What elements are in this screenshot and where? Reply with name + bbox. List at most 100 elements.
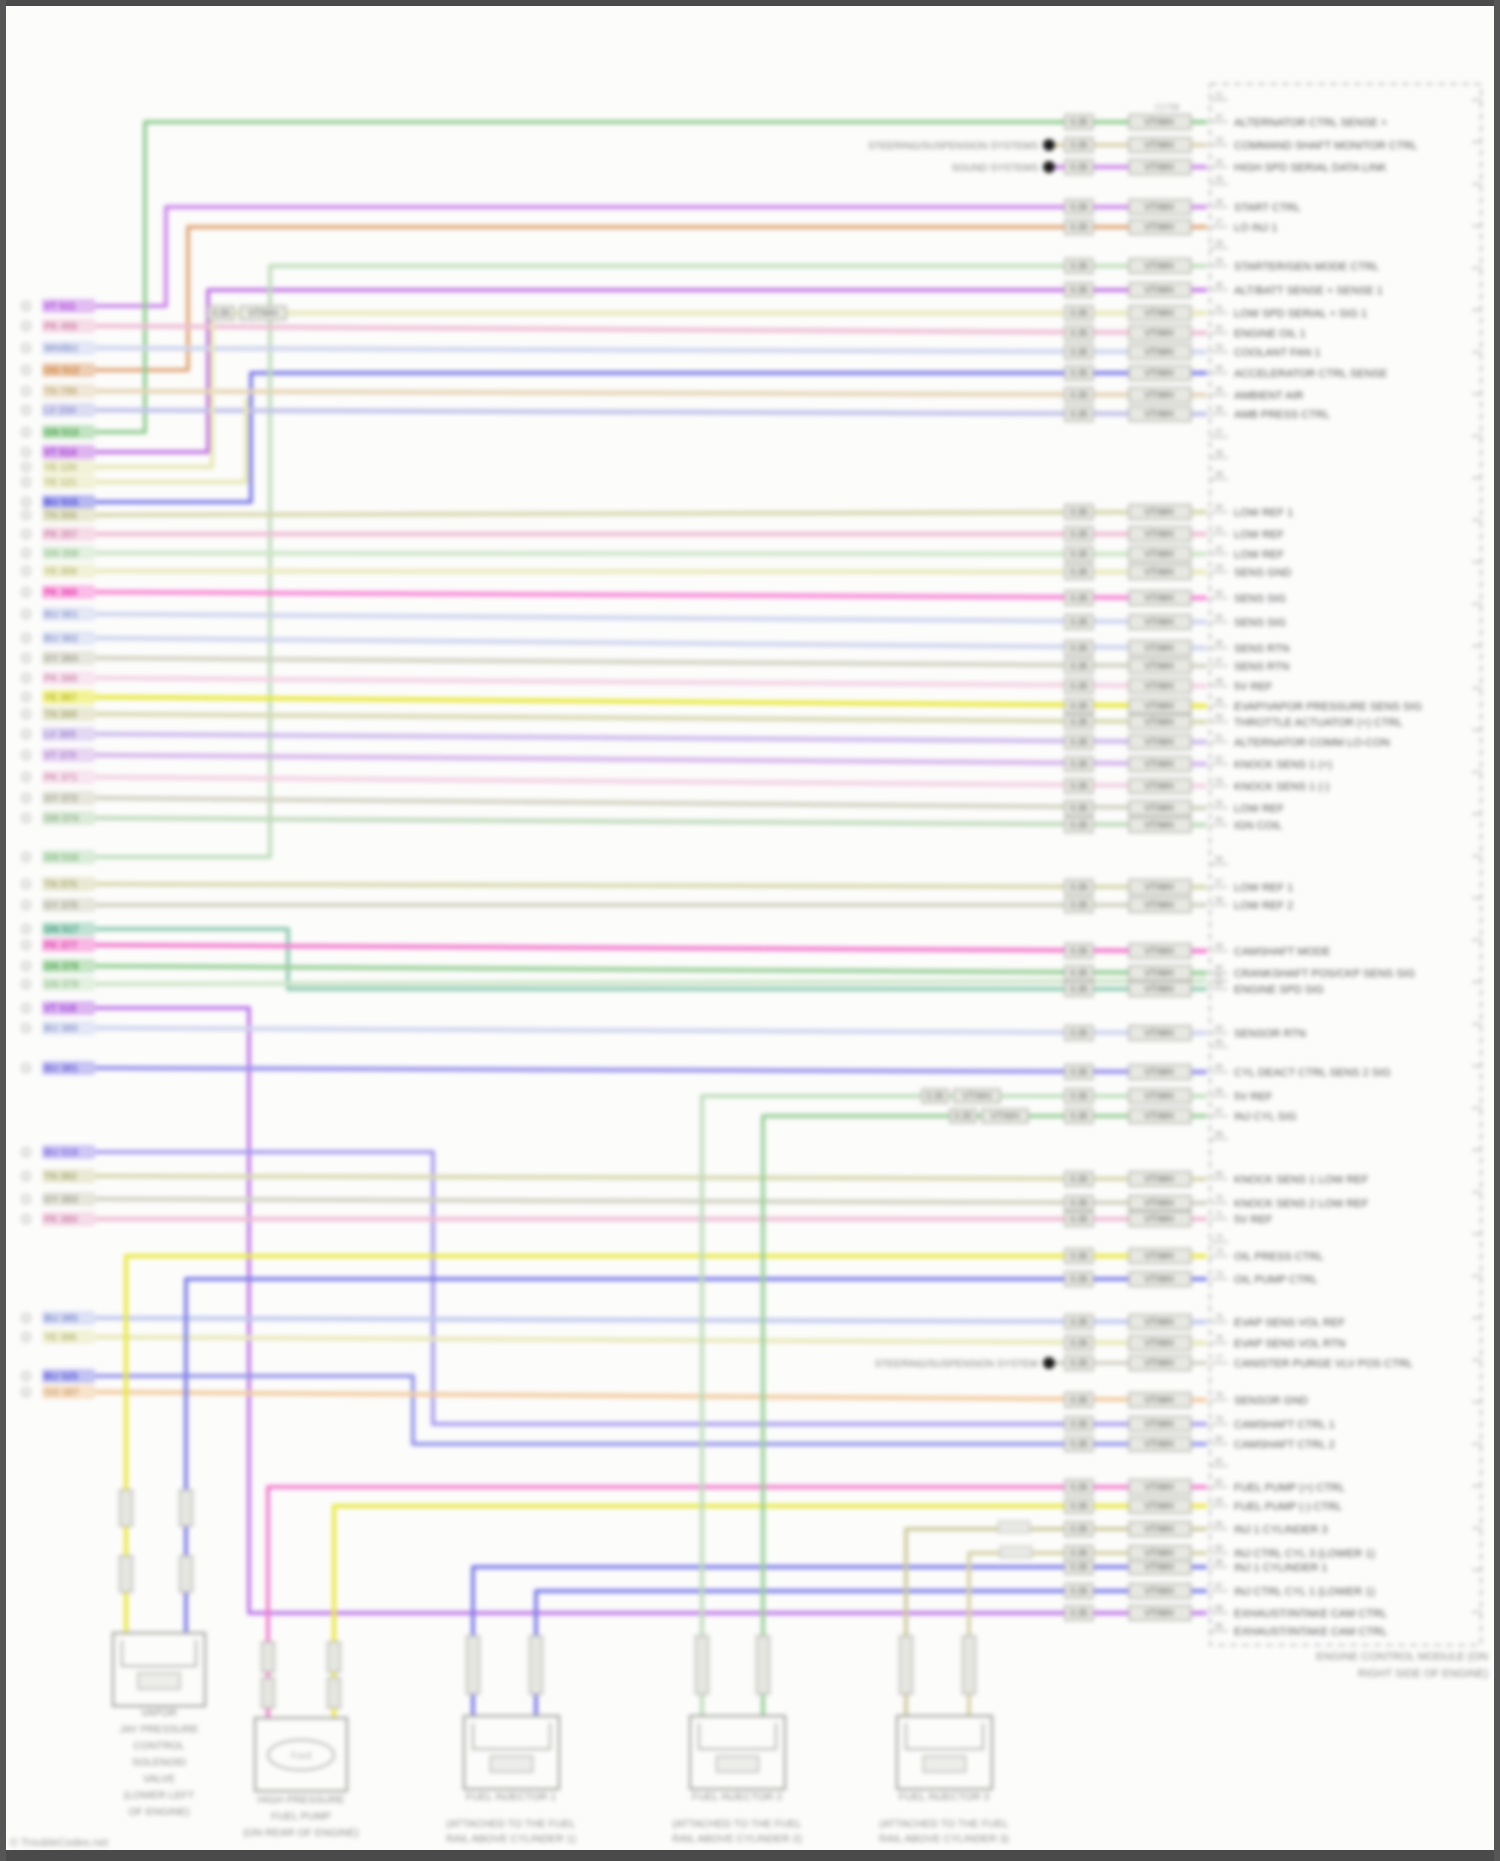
svg-text:BU 385: BU 385: [44, 1314, 78, 1325]
svg-text:72: 72: [1215, 1234, 1223, 1241]
svg-text:INJ 1 CYLINDER 1: INJ 1 CYLINDER 1: [1234, 1562, 1328, 1574]
svg-text:(ATTACHED TO THE FUEL: (ATTACHED TO THE FUEL: [446, 1818, 575, 1830]
svg-text:8: 8: [24, 347, 28, 353]
svg-text:GN 517: GN 517: [44, 925, 79, 936]
svg-text:VT/WH: VT/WH: [1145, 946, 1174, 956]
svg-text:FUEL PUMP (-) CTRL: FUEL PUMP (-) CTRL: [1234, 1501, 1342, 1513]
svg-text:PK 456: PK 456: [44, 322, 78, 333]
svg-text:FUEL INJECTOR 3: FUEL INJECTOR 3: [899, 1791, 990, 1803]
svg-text:FUEL PUMP: FUEL PUMP: [271, 1811, 331, 1823]
svg-text:8: 8: [24, 797, 28, 803]
svg-text:0.35: 0.35: [1070, 593, 1088, 603]
svg-text:KNOCK SENS 2 LOW REF: KNOCK SENS 2 LOW REF: [1234, 1198, 1369, 1210]
svg-text:INJ 1 CYLINDER 3: INJ 1 CYLINDER 3: [1234, 1524, 1328, 1536]
svg-text:(LOWER LEFT: (LOWER LEFT: [124, 1790, 195, 1802]
svg-text:SENS GND: SENS GND: [1234, 567, 1292, 579]
svg-text:VT/WH: VT/WH: [1145, 529, 1174, 539]
svg-text:SENS SIG: SENS SIG: [1234, 593, 1286, 605]
svg-text:52: 52: [1215, 756, 1223, 763]
svg-text:8: 8: [24, 613, 28, 619]
svg-text:32: 32: [1215, 325, 1223, 332]
svg-text:8: 8: [24, 305, 28, 311]
svg-text:YE 120: YE 120: [44, 463, 77, 474]
svg-text:VT/WH: VT/WH: [249, 308, 278, 318]
svg-text:8: 8: [24, 856, 28, 862]
svg-text:8: 8: [24, 325, 28, 331]
svg-text:0.35: 0.35: [1070, 946, 1088, 956]
svg-text:GN 379: GN 379: [44, 980, 79, 991]
svg-text:VAPOR: VAPOR: [141, 1707, 177, 1719]
svg-text:8: 8: [24, 1151, 28, 1157]
svg-text:VT/WH: VT/WH: [1145, 1067, 1174, 1077]
svg-text:INJ CTRL CYL 3 (LOWER 1): INJ CTRL CYL 3 (LOWER 1): [1234, 1548, 1375, 1560]
svg-text:30: 30: [1215, 282, 1223, 289]
svg-text:GN 378: GN 378: [44, 962, 79, 973]
svg-text:YE 359: YE 359: [44, 567, 77, 578]
svg-text:0.35: 0.35: [1070, 1562, 1088, 1572]
svg-text:65: 65: [1215, 1064, 1223, 1071]
svg-text:VT 370: VT 370: [44, 751, 77, 762]
svg-text:LOW REF: LOW REF: [1234, 529, 1284, 541]
svg-text:0.35: 0.35: [1070, 900, 1088, 910]
svg-text:84: 84: [1215, 1521, 1223, 1528]
svg-text:0.35: 0.35: [1070, 701, 1088, 711]
svg-text:63: 63: [1215, 1025, 1223, 1032]
svg-text:FUEL INJECTOR 1: FUEL INJECTOR 1: [466, 1791, 557, 1803]
svg-text:71: 71: [1215, 1211, 1223, 1218]
svg-text:GN 374: GN 374: [44, 814, 79, 825]
svg-text:0.35: 0.35: [1070, 567, 1088, 577]
svg-text:ALTERNATOR CTRL SENSE +: ALTERNATOR CTRL SENSE +: [1234, 117, 1387, 129]
svg-text:VT/WH: VT/WH: [1145, 820, 1174, 830]
svg-text:VT/WH: VT/WH: [1145, 1562, 1174, 1572]
svg-text:5V REF: 5V REF: [1234, 1214, 1273, 1226]
svg-text:29: 29: [1215, 258, 1223, 265]
svg-text:EXHAUST/INTAKE CAM CTRL: EXHAUST/INTAKE CAM CTRL: [1234, 1608, 1387, 1620]
svg-text:58: 58: [1215, 897, 1223, 904]
svg-text:82: 82: [1215, 1479, 1223, 1486]
svg-text:VT/WH: VT/WH: [1145, 617, 1174, 627]
svg-text:8: 8: [24, 466, 28, 472]
svg-text:SENSOR GND: SENSOR GND: [1234, 1395, 1308, 1407]
svg-text:0.35: 0.35: [1070, 820, 1088, 830]
svg-text:62: 62: [1215, 981, 1223, 988]
svg-text:0.35: 0.35: [1070, 549, 1088, 559]
svg-text:VT/WH: VT/WH: [1145, 1174, 1174, 1184]
svg-text:ALTERNATOR COMM LO-CON: ALTERNATOR COMM LO-CON: [1234, 737, 1390, 749]
svg-text:CANISTER PURGE VLV POS CTRL: CANISTER PURGE VLV POS CTRL: [1234, 1358, 1413, 1370]
svg-text:CONTROL: CONTROL: [133, 1740, 184, 1752]
svg-text:VT/WH: VT/WH: [1145, 803, 1174, 813]
svg-text:EXHAUST/INTAKE CAM CTRL: EXHAUST/INTAKE CAM CTRL: [1234, 1626, 1387, 1638]
svg-text:0.35: 0.35: [954, 1111, 972, 1121]
svg-text:54: 54: [1215, 800, 1223, 807]
svg-text:78: 78: [1215, 1392, 1223, 1399]
svg-text:55: 55: [1215, 817, 1223, 824]
svg-text:VT/WH: VT/WH: [1145, 681, 1174, 691]
svg-text:GY 364: GY 364: [44, 654, 78, 665]
svg-text:39: 39: [1215, 471, 1223, 478]
svg-text:0.35: 0.35: [1070, 968, 1088, 978]
svg-text:VT/WH: VT/WH: [1145, 1214, 1174, 1224]
svg-text:89: 89: [1215, 1623, 1223, 1630]
svg-text:VT/WH: VT/WH: [1145, 1548, 1174, 1558]
svg-text:68: 68: [1215, 1131, 1223, 1138]
svg-text:0.35: 0.35: [1070, 328, 1088, 338]
svg-text:8: 8: [24, 883, 28, 889]
svg-text:8: 8: [24, 776, 28, 782]
svg-text:COMMAND SHAFT MONITOR CTRL: COMMAND SHAFT MONITOR CTRL: [1234, 140, 1418, 152]
svg-text:VALVE: VALVE: [143, 1773, 175, 1785]
svg-text:28: 28: [1215, 240, 1223, 247]
svg-text:SENS RTN: SENS RTN: [1234, 661, 1289, 673]
svg-text:0.35: 0.35: [1070, 162, 1088, 172]
svg-text:ENGINE OIL 1: ENGINE OIL 1: [1234, 328, 1306, 340]
svg-text:STEERING/SUSPENSION SYSTEMS: STEERING/SUSPENSION SYSTEMS: [868, 141, 1038, 152]
svg-text:RAIL ABOVE CYLINDER 1): RAIL ABOVE CYLINDER 1): [446, 1833, 576, 1845]
svg-text:VT/WH: VT/WH: [1145, 140, 1174, 150]
svg-text:CAMSHAFT CTRL 2: CAMSHAFT CTRL 2: [1234, 1439, 1335, 1451]
svg-text:81: 81: [1215, 1458, 1223, 1465]
svg-text:0.35: 0.35: [1070, 1091, 1088, 1101]
svg-text:53: 53: [1215, 778, 1223, 785]
svg-text:LOW REF 2: LOW REF 2: [1234, 900, 1293, 912]
svg-text:8: 8: [24, 1027, 28, 1033]
svg-text:64: 64: [1215, 1039, 1223, 1046]
svg-text:CAMSHAFT CTRL 1: CAMSHAFT CTRL 1: [1234, 1419, 1335, 1431]
